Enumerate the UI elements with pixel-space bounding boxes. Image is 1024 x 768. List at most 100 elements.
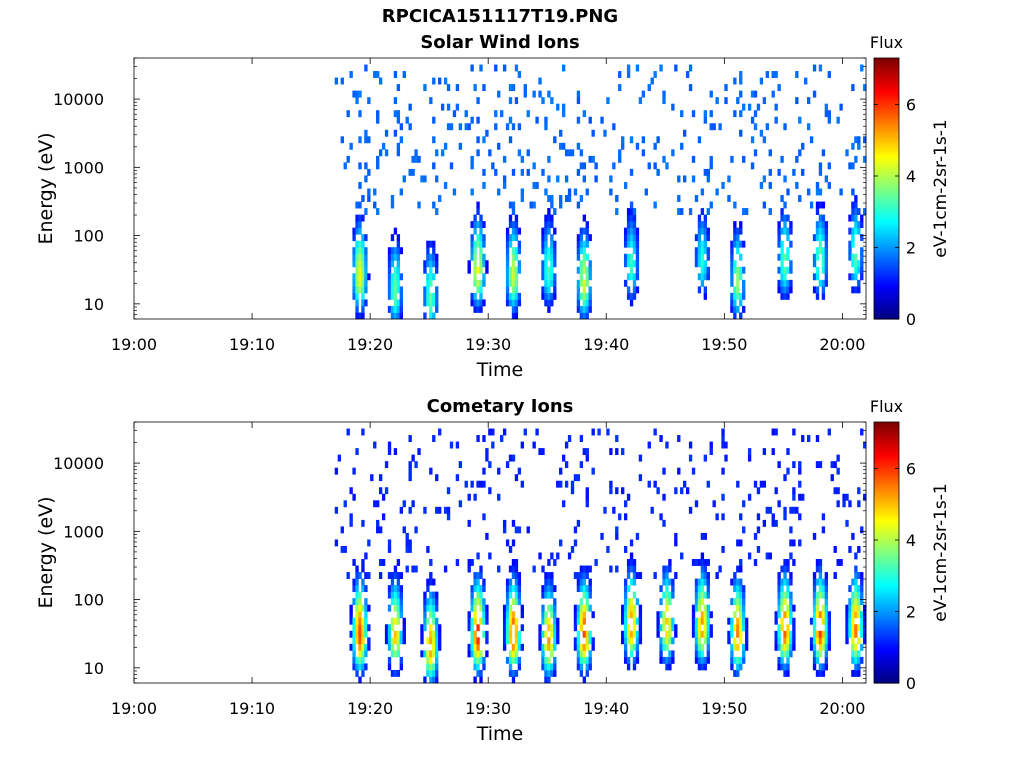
spectrogram-cell <box>709 441 713 449</box>
spectrogram-cell <box>836 559 840 566</box>
spectrogram-cell <box>662 591 666 599</box>
spectrogram-cell <box>668 637 672 645</box>
spectrogram-cell <box>485 129 489 137</box>
spectrogram-cell <box>786 559 790 566</box>
spectrogram-cell <box>476 305 480 313</box>
spectrogram-cell <box>511 598 516 606</box>
spectrogram-cell <box>857 669 861 677</box>
spectrogram-cell <box>505 247 510 255</box>
spectrogram-cell <box>435 598 439 606</box>
colorbar-segment <box>874 602 899 606</box>
spectrogram-cell <box>364 234 368 242</box>
spectrogram-cell <box>733 77 737 85</box>
spectrogram-cell <box>854 578 858 586</box>
spectrogram-cell <box>550 578 554 586</box>
spectrogram-cell <box>632 624 637 632</box>
spectrogram-cell <box>706 480 710 488</box>
colorbar-segment <box>874 121 899 124</box>
spectrogram-cell <box>517 149 522 157</box>
spectrogram-cell <box>736 305 740 313</box>
spectrogram-cell <box>783 513 787 521</box>
spectrogram-cell <box>585 493 589 501</box>
spectrogram-cell <box>573 474 578 482</box>
colorbar-segment <box>874 463 899 467</box>
colorbar-segment <box>874 552 899 556</box>
x-axis-label: Time <box>476 359 524 381</box>
spectrogram-cell <box>432 591 436 599</box>
spectrogram-cell <box>700 643 705 651</box>
spectrogram-cell <box>505 539 510 547</box>
spectrogram-cell <box>588 637 592 645</box>
spectrogram-cell <box>798 149 802 157</box>
spectrogram-cell <box>429 292 433 300</box>
spectrogram-cell <box>733 260 737 268</box>
spectrogram-cell <box>860 266 864 274</box>
spectrogram-cell <box>517 266 522 274</box>
spectrogram-cell <box>623 637 628 645</box>
spectrogram-cell <box>632 643 637 651</box>
spectrogram-cell <box>703 611 708 619</box>
colorbar-segment <box>874 177 899 181</box>
spectrogram-cell <box>739 604 743 612</box>
spectrogram-cell <box>824 604 829 612</box>
spectrogram-cell <box>626 630 631 638</box>
spectrogram-cell <box>446 487 451 495</box>
spectrogram-cell <box>508 279 513 287</box>
spectrogram-cell <box>473 266 477 274</box>
spectrogram-cell <box>780 292 784 300</box>
colorbar-segment <box>874 162 899 166</box>
spectrogram-cell <box>742 286 746 294</box>
spectrogram-cell <box>470 162 474 170</box>
spectrogram-cell <box>358 247 362 255</box>
spectrogram-cell <box>665 441 669 449</box>
spectrogram-cell <box>576 578 581 586</box>
colorbar-segment <box>874 661 899 665</box>
spectrogram-cell <box>358 572 362 579</box>
spectrogram-cell <box>789 611 793 619</box>
spectrogram-cell <box>393 305 398 313</box>
spectrogram-cell <box>570 487 575 495</box>
colorbar-segment <box>874 149 899 153</box>
spectrogram-cell <box>860 526 864 534</box>
spectrogram-cell <box>854 273 858 281</box>
spectrogram-cell <box>588 286 592 294</box>
colorbar-segment <box>874 116 899 120</box>
spectrogram-cell <box>473 611 477 619</box>
spectrogram-cell <box>488 149 492 157</box>
colorbar-segment <box>874 79 899 83</box>
colorbar-title: Flux <box>870 397 903 416</box>
spectrogram-cell <box>680 110 684 118</box>
spectrogram-cell <box>700 532 705 540</box>
spectrogram-cell <box>544 630 548 638</box>
spectrogram-cell <box>508 292 513 300</box>
spectrogram-cell <box>346 572 350 579</box>
spectrogram-cell <box>815 591 820 599</box>
colorbar-segment <box>874 260 899 264</box>
spectrogram-cell <box>777 591 781 599</box>
spectrogram-cell <box>559 480 563 488</box>
spectrogram-cell <box>482 585 486 593</box>
spectrogram-cell <box>623 643 628 651</box>
spectrogram-cell <box>621 142 625 150</box>
spectrogram-cell <box>857 663 861 671</box>
colorbar-segment <box>874 151 899 155</box>
spectrogram-cell <box>553 227 557 235</box>
spectrogram-cell <box>352 637 356 645</box>
spectrogram-cell <box>399 247 403 255</box>
spectrogram-cell <box>435 630 439 638</box>
spectrogram-cell <box>352 643 356 651</box>
spectrogram-cell <box>851 234 855 242</box>
spectrogram-cell <box>352 286 356 294</box>
spectrogram-cell <box>550 266 554 274</box>
spectrogram-cell <box>815 286 820 294</box>
spectrogram-cell <box>349 643 353 651</box>
colorbar-segment <box>874 606 899 610</box>
spectrogram-cell <box>573 611 578 619</box>
spectrogram-cell <box>659 650 663 658</box>
spectrogram-cell <box>626 624 631 632</box>
spectrogram-cell <box>423 286 427 294</box>
spectrogram-cell <box>857 572 861 579</box>
colorbar-segment <box>874 273 899 277</box>
spectrogram-cell <box>358 663 362 671</box>
spectrogram-cell <box>824 227 829 235</box>
